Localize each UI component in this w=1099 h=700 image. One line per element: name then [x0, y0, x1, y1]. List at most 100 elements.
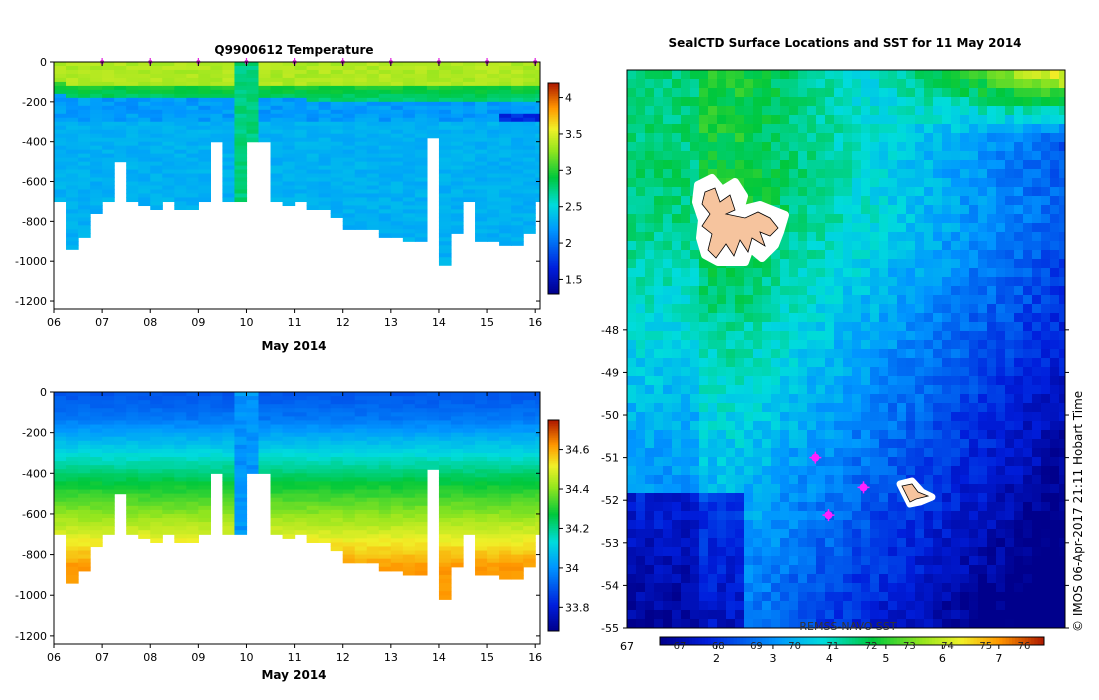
heatmap-cell — [90, 465, 103, 470]
sst-cell — [663, 322, 673, 332]
heatmap-cell — [450, 209, 464, 214]
heatmap-cell — [126, 81, 139, 87]
sst-cell — [1032, 70, 1042, 80]
heatmap-cell — [354, 181, 368, 187]
heatmap-cell — [378, 534, 392, 539]
heatmap-cell — [294, 181, 308, 187]
heatmap-cell — [66, 221, 79, 226]
sst-cell — [789, 133, 799, 143]
sst-cell — [789, 250, 799, 260]
sst-cell — [861, 241, 871, 251]
colorbar-segment — [548, 179, 559, 182]
heatmap-cell — [234, 97, 248, 103]
heatmap-cell — [450, 221, 464, 226]
heatmap-cell — [282, 193, 296, 199]
heatmap-cell — [174, 133, 187, 139]
colorbar-segment — [548, 421, 559, 425]
sst-cell — [1041, 313, 1051, 323]
colorbar-segment — [548, 520, 559, 523]
heatmap-cell — [463, 105, 476, 111]
heatmap-cell — [330, 193, 344, 199]
sst-cell — [861, 79, 871, 89]
sst-cell — [996, 241, 1006, 251]
sst-cell — [699, 124, 709, 134]
sst-cell — [951, 250, 961, 260]
heatmap-cell — [475, 177, 488, 183]
sst-cell — [969, 70, 979, 80]
heatmap-cell — [487, 69, 500, 75]
heatmap-cell — [66, 489, 79, 495]
sst-cell — [789, 313, 799, 323]
heatmap-cell — [54, 513, 67, 519]
sst-cell — [861, 133, 871, 143]
heatmap-cell — [390, 65, 404, 71]
sst-cell — [627, 241, 637, 251]
heatmap-cell — [535, 85, 540, 91]
heatmap-cell — [282, 518, 296, 523]
heatmap-cell — [318, 416, 332, 422]
heatmap-cell — [414, 530, 428, 535]
sst-cell — [672, 142, 682, 152]
heatmap-cell — [402, 161, 416, 167]
sst-cell — [636, 88, 646, 98]
sst-cell — [636, 295, 646, 305]
heatmap-cell — [114, 153, 127, 159]
heatmap-cell — [342, 457, 356, 462]
heatmap-cell — [499, 465, 512, 470]
sst-cell — [933, 70, 943, 80]
heatmap-cell — [438, 513, 452, 519]
heatmap-cell — [523, 461, 536, 466]
heatmap-cell — [414, 69, 428, 75]
heatmap-cell — [438, 229, 452, 234]
heatmap-cell — [78, 89, 91, 95]
heatmap-cell — [511, 93, 524, 99]
heatmap-cell — [198, 412, 211, 417]
sst-cell — [960, 268, 970, 278]
sst-cell — [816, 88, 826, 98]
heatmap-cell — [78, 117, 91, 123]
sst-cell — [843, 187, 853, 197]
heatmap-cell — [246, 428, 260, 434]
heatmap-cell — [78, 428, 91, 434]
sst-cell — [915, 205, 925, 215]
heatmap-cell — [354, 121, 368, 127]
sst-cell — [996, 124, 1006, 134]
heatmap-cell — [511, 513, 524, 519]
heatmap-cell — [198, 73, 211, 79]
heatmap-cell — [294, 121, 308, 127]
sst-cell — [771, 286, 781, 296]
colorbar-tick-label: 33.8 — [565, 601, 590, 614]
heatmap-cell — [475, 201, 488, 207]
sst-cell — [897, 295, 907, 305]
heatmap-cell — [354, 444, 368, 450]
sst-cell — [942, 223, 952, 233]
sst-cell — [1041, 304, 1051, 314]
heatmap-cell — [535, 530, 540, 535]
heatmap-cell — [354, 534, 368, 539]
sst-cell — [1023, 277, 1033, 287]
heatmap-cell — [138, 133, 151, 139]
heatmap-cell — [54, 392, 67, 397]
sst-cell — [1032, 250, 1042, 260]
heatmap-cell — [90, 505, 103, 511]
heatmap-cell — [282, 436, 296, 442]
heatmap-cell — [330, 534, 344, 539]
sst-cell — [771, 151, 781, 161]
colorbar-tick-label: 34.4 — [565, 483, 590, 496]
sst-cell — [996, 178, 1006, 188]
heatmap-cell — [186, 436, 199, 442]
sst-cell — [870, 160, 880, 170]
heatmap-cell — [198, 428, 211, 434]
heatmap-cell — [126, 505, 139, 511]
sst-cell — [780, 115, 790, 125]
heatmap-cell — [198, 457, 211, 462]
heatmap-cell — [54, 153, 67, 159]
heatmap-cell — [390, 117, 404, 123]
sst-cell — [933, 133, 943, 143]
sst-cell — [789, 151, 799, 161]
heatmap-cell — [390, 62, 404, 67]
sst-cell — [627, 88, 637, 98]
heatmap-cell — [390, 73, 404, 79]
heatmap-cell — [511, 489, 524, 495]
sst-cell — [951, 79, 961, 89]
